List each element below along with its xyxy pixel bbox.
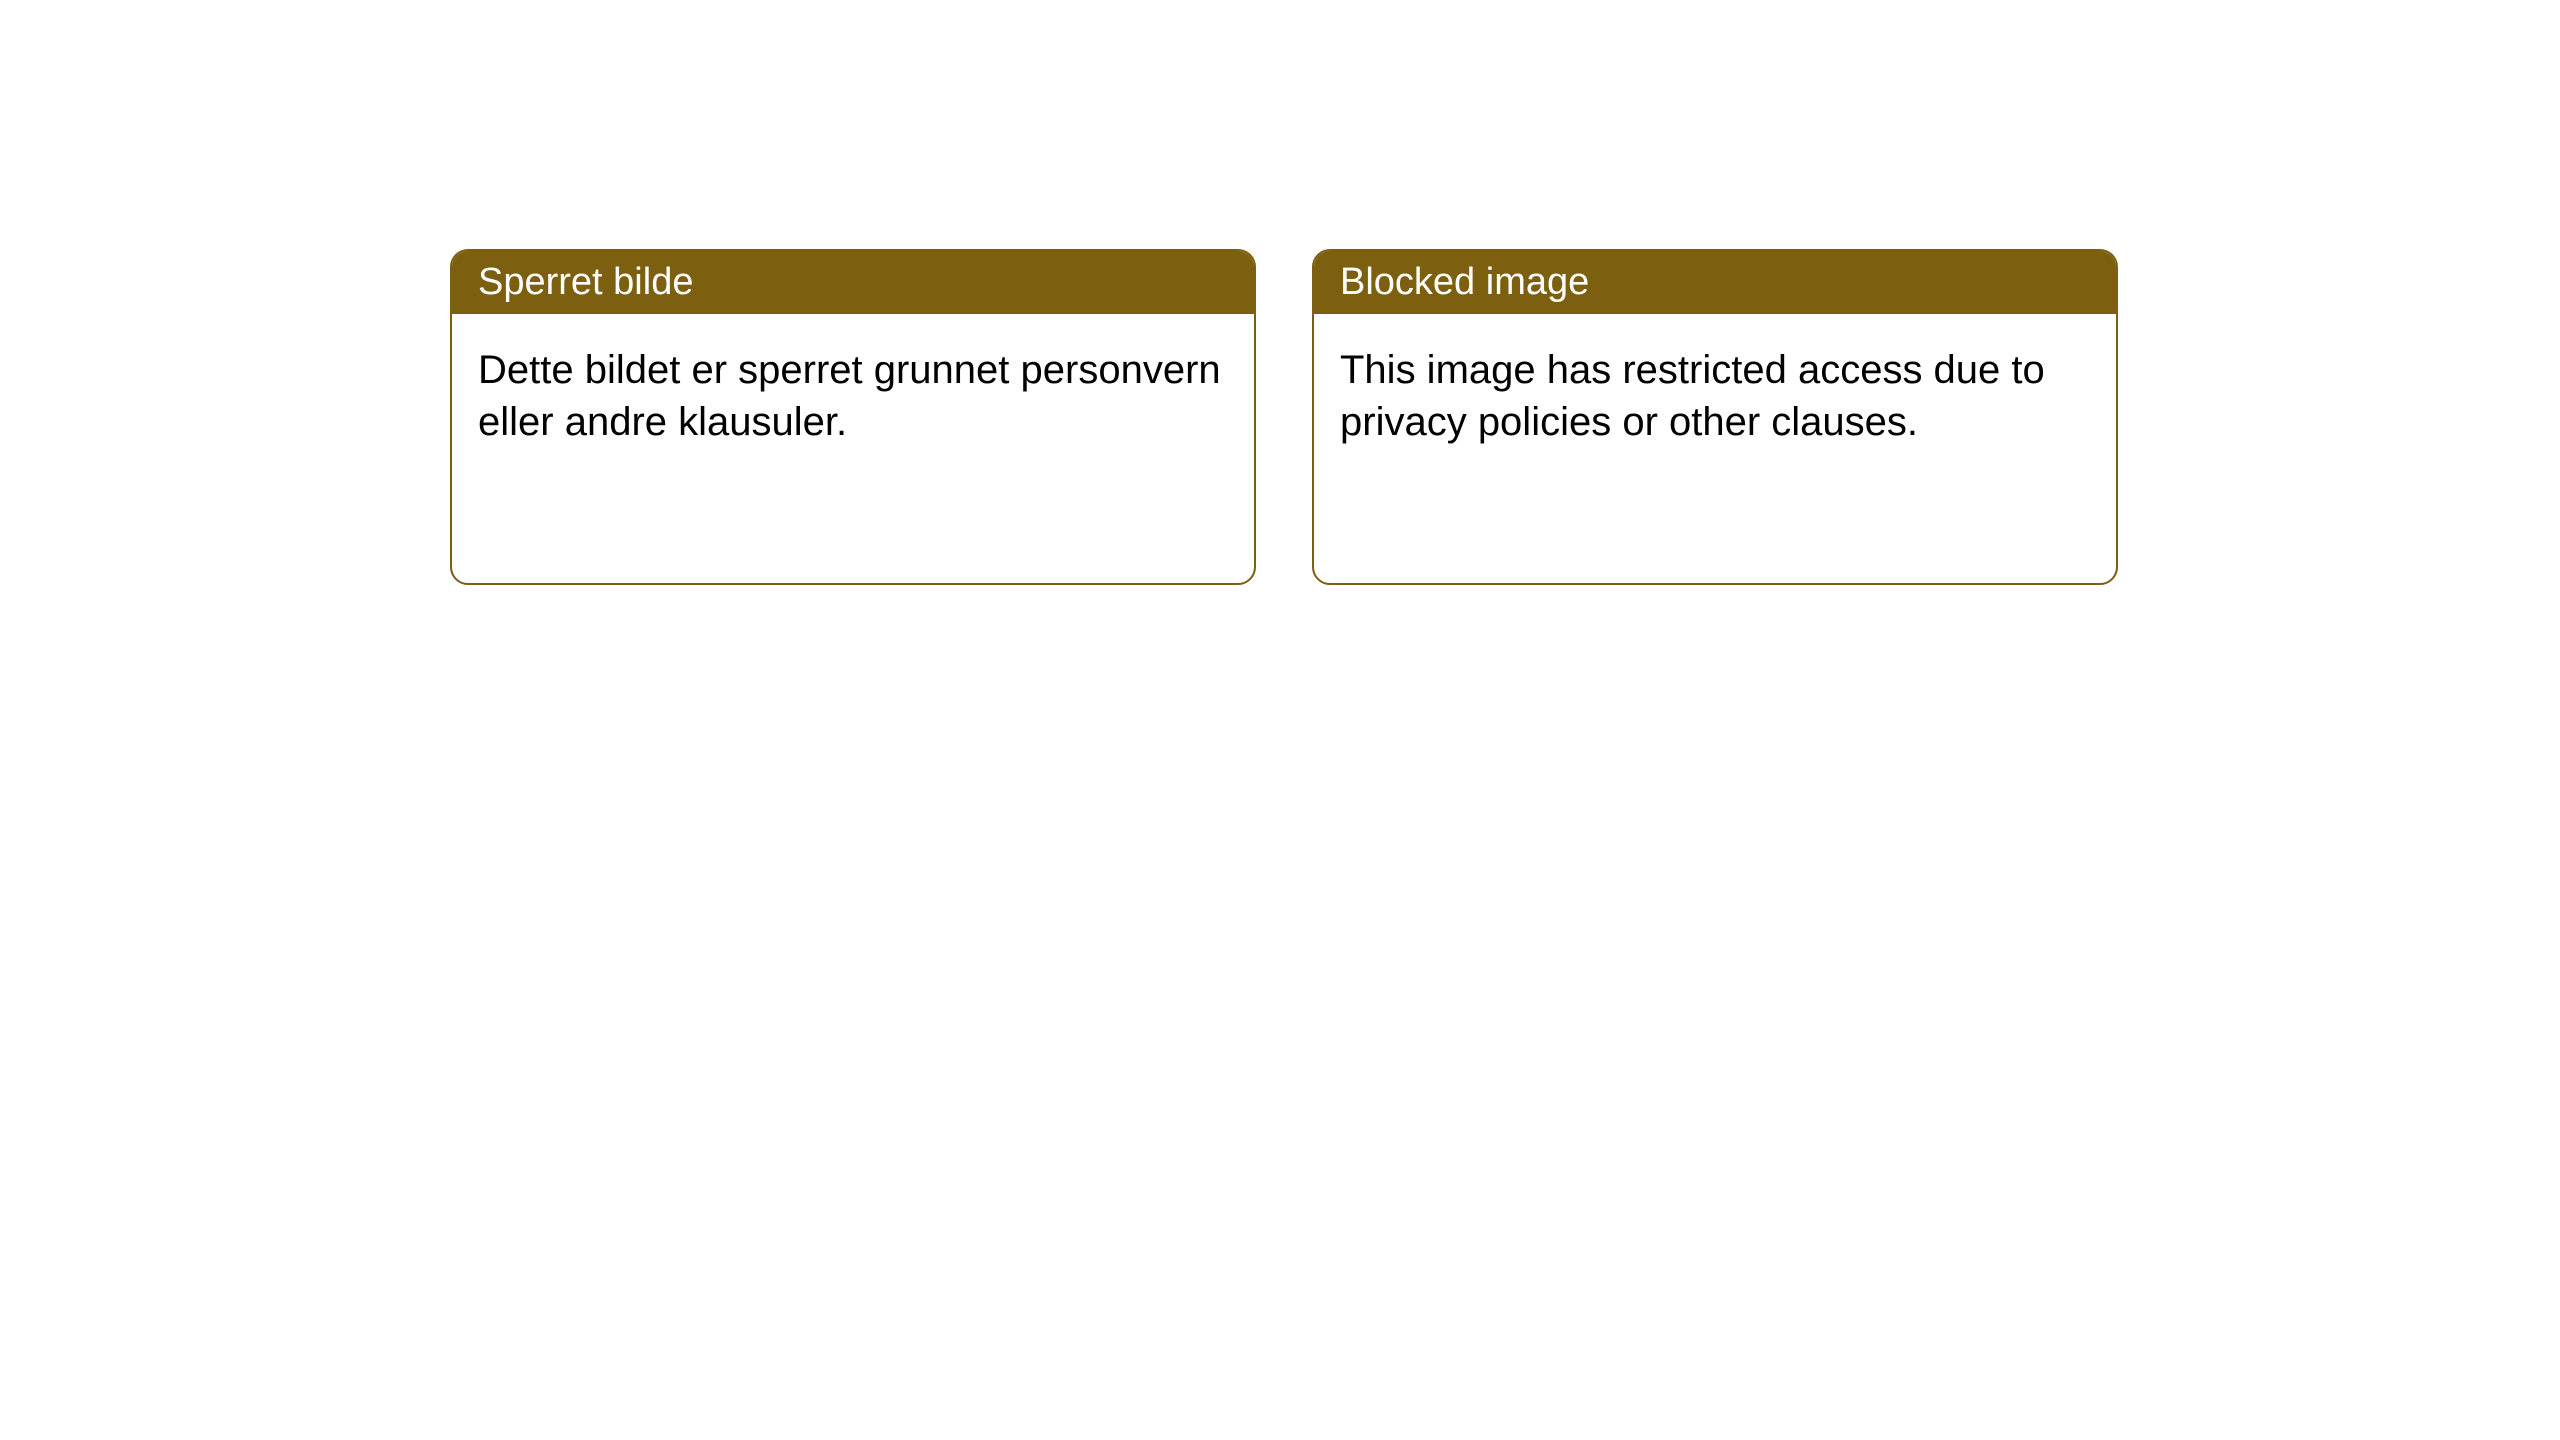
card-header: Sperret bilde: [452, 251, 1254, 314]
card-body: Dette bildet er sperret grunnet personve…: [452, 314, 1254, 478]
card-body: This image has restricted access due to …: [1314, 314, 2116, 478]
card-header: Blocked image: [1314, 251, 2116, 314]
card-body-text: This image has restricted access due to …: [1340, 348, 2045, 444]
notice-card-english: Blocked image This image has restricted …: [1312, 249, 2118, 585]
card-title: Blocked image: [1340, 261, 1589, 303]
notice-card-norwegian: Sperret bilde Dette bildet er sperret gr…: [450, 249, 1256, 585]
card-body-text: Dette bildet er sperret grunnet personve…: [478, 348, 1221, 444]
notice-cards-container: Sperret bilde Dette bildet er sperret gr…: [450, 249, 2560, 585]
card-title: Sperret bilde: [478, 261, 693, 303]
